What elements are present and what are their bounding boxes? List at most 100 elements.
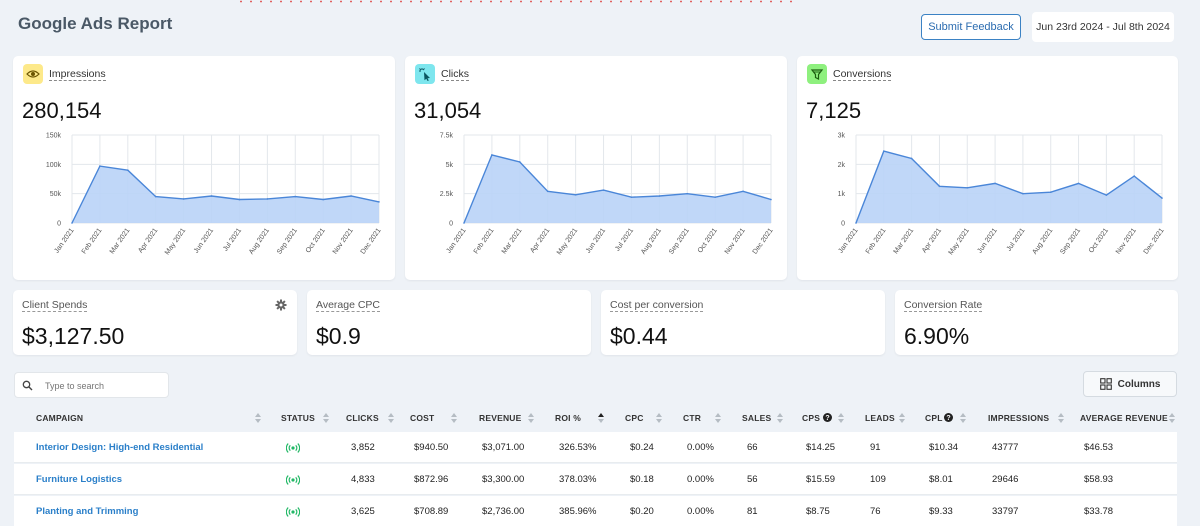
live-status-icon: [286, 507, 300, 517]
average-revenue-cell: $58.93: [1084, 474, 1114, 485]
sort-icon[interactable]: [1169, 413, 1175, 423]
x-tick-label: Jan 2021: [53, 227, 75, 255]
data-point: [350, 195, 352, 197]
average-cpc-card: Average CPC $0.9: [307, 290, 591, 355]
ctr-cell: 0.00%: [687, 506, 714, 517]
column-header-leads[interactable]: LEADS: [865, 413, 895, 423]
table-row: Planting and Trimming 3,625 $708.89 $2,7…: [14, 496, 1177, 526]
campaign-link[interactable]: Interior Design: High-end Residential: [36, 442, 204, 453]
sort-icon[interactable]: [960, 413, 966, 423]
date-range-picker[interactable]: Jun 23rd 2024 - Jul 8th 2024: [1032, 12, 1174, 42]
revenue-cell: $3,300.00: [482, 474, 525, 485]
sort-icon[interactable]: [1058, 413, 1064, 423]
column-header-roi[interactable]: ROI %: [555, 413, 582, 423]
conversion-rate-label: Conversion Rate: [904, 299, 983, 312]
top-dotted-border: [240, 0, 800, 3]
sort-icon[interactable]: [528, 413, 534, 423]
table-row: Furniture Logistics 4,833 $872.96 $3,300…: [14, 464, 1177, 495]
column-header-cost[interactable]: COST: [410, 413, 435, 423]
column-header-cpl[interactable]: CPL: [925, 413, 943, 423]
x-tick-label: Feb 2021: [865, 227, 888, 255]
column-header-clicks[interactable]: CLICKS: [346, 413, 379, 423]
sales-cell: 81: [747, 506, 758, 517]
leads-cell: 109: [870, 474, 886, 485]
sort-icon[interactable]: [899, 413, 905, 423]
cpc-cell: $0.18: [630, 474, 654, 485]
y-tick-label: 100k: [46, 162, 62, 169]
column-header-average-revenue[interactable]: AVERAGE REVENUE: [1080, 413, 1168, 423]
data-point: [714, 196, 716, 198]
data-point: [630, 196, 633, 198]
area-fill: [464, 154, 771, 223]
cpl-help-icon[interactable]: ?: [944, 413, 953, 422]
columns-button[interactable]: Columns: [1083, 371, 1177, 397]
x-tick-label: Jul 2021: [1006, 227, 1027, 253]
column-header-impressions[interactable]: IMPRESSIONS: [988, 413, 1050, 423]
ctr-cell: 0.00%: [687, 474, 714, 485]
conversion-rate-value: 6.90%: [904, 323, 970, 349]
sort-icon[interactable]: [451, 413, 457, 423]
y-tick-label: 2.5k: [440, 191, 454, 198]
column-header-revenue[interactable]: REVENUE: [479, 413, 522, 423]
clicks-value: 31,054: [414, 98, 482, 123]
column-header-cps[interactable]: CPS: [802, 413, 821, 423]
campaign-link[interactable]: Planting and Trimming: [36, 506, 139, 517]
cost-per-conversion-label: Cost per conversion: [610, 299, 704, 312]
sort-icon[interactable]: [656, 413, 662, 423]
x-tick-label: Jun 2021: [193, 227, 215, 255]
campaign-link[interactable]: Furniture Logistics: [36, 474, 123, 485]
x-tick-label: Jan 2021: [837, 227, 859, 255]
data-point: [1105, 194, 1108, 196]
data-point: [966, 187, 969, 189]
column-header-status[interactable]: STATUS: [281, 413, 315, 423]
data-point: [182, 198, 185, 200]
sort-icon[interactable]: [388, 413, 394, 423]
columns-icon: [1099, 378, 1112, 390]
data-point: [883, 150, 885, 152]
x-tick-label: May 2021: [948, 227, 971, 256]
clicks-cell: 3,625: [351, 506, 375, 517]
data-point: [938, 185, 941, 188]
cps-help-icon[interactable]: ?: [823, 413, 832, 422]
sort-icon[interactable]: [255, 413, 261, 423]
data-point: [1049, 191, 1052, 193]
x-tick-label: Dec 2021: [360, 227, 383, 256]
x-tick-label: Aug 2021: [640, 227, 663, 256]
sort-ascending-icon[interactable]: [598, 413, 604, 423]
cpl-cell: $8.01: [929, 474, 953, 485]
x-tick-label: May 2021: [556, 227, 579, 256]
x-tick-label: Mar 2021: [893, 227, 916, 255]
roi-cell: 326.53%: [559, 442, 597, 453]
column-header-cpc[interactable]: CPC: [625, 413, 644, 423]
sort-icon[interactable]: [323, 413, 329, 423]
x-tick-label: Nov 2021: [332, 227, 355, 256]
live-status-icon: [286, 475, 300, 485]
data-point: [742, 190, 744, 193]
sort-icon[interactable]: [777, 413, 783, 423]
search-input[interactable]: [45, 377, 163, 394]
client-spends-value: $3,127.50: [22, 323, 125, 349]
submit-feedback-button[interactable]: Submit Feedback: [921, 14, 1021, 40]
gear-icon[interactable]: [275, 299, 287, 311]
cps-cell: $15.59: [806, 474, 836, 485]
cost-per-conversion-card: Cost per conversion $0.44: [601, 290, 885, 355]
average-cpc-label: Average CPC: [316, 299, 381, 312]
x-tick-label: Apr 2021: [137, 227, 159, 254]
cost-cell: $872.96: [414, 474, 449, 485]
svg-text:?: ?: [946, 415, 950, 422]
data-point: [1161, 197, 1163, 199]
sort-icon[interactable]: [838, 413, 844, 423]
x-tick-label: Jul 2021: [222, 227, 243, 253]
conversions-card: Conversions 7,125 3k 2k 1k 0 Jan 2021 Feb 202…: [797, 56, 1178, 280]
x-tick-label: Jun 2021: [585, 227, 607, 255]
impressions-label: Impressions: [49, 67, 106, 81]
data-point: [574, 194, 577, 196]
data-point: [658, 195, 661, 197]
clicks-cell: 3,852: [351, 442, 375, 453]
impressions-cell: 33797: [992, 506, 1019, 517]
column-header-campaign[interactable]: CAMPAIGN: [36, 413, 84, 423]
column-header-ctr[interactable]: CTR: [683, 413, 702, 423]
cursor-click-icon: [415, 64, 435, 84]
sort-icon[interactable]: [715, 413, 721, 423]
column-header-sales[interactable]: SALES: [742, 413, 772, 423]
